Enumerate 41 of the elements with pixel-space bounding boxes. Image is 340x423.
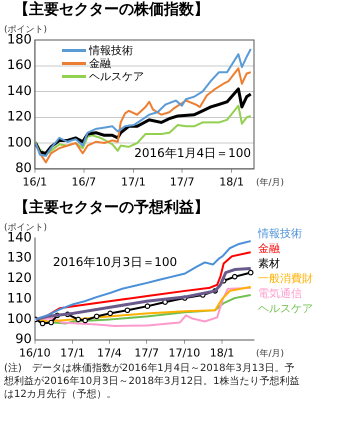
y-tick-label: 100 [6, 312, 32, 327]
y-axis-title: (ポイント) [4, 223, 48, 233]
x-tick-label: 17/7 [170, 175, 194, 188]
y-tick-label: 120 [6, 271, 32, 286]
x-tick-label: 18/1 [210, 346, 234, 360]
x-tick-label: 17/7 [134, 346, 160, 360]
legend-label: ヘルスケア [89, 70, 144, 83]
x-tick-label: 16/7 [71, 175, 96, 188]
y-axis-title: (ポイント) [4, 25, 48, 35]
x-axis-title: (年/月) [256, 176, 284, 188]
series-label: 電気通信 [258, 286, 303, 301]
y-tick-label: 140 [6, 84, 32, 99]
chart-title: 【主要セクターの予想利益】 [14, 198, 209, 217]
series-label: 一般消費財 [258, 271, 313, 286]
series-label: ヘルスケア [258, 301, 313, 316]
annotation: 2016年1月4日＝100 [134, 146, 251, 160]
y-tick-label: 120 [6, 110, 32, 125]
text: (注) データは株価指数が2016年1月4日～2018年3月13日。予想利益が2016年10月3日～2018年3月12日。1株当たり予想利益は12カ月先行（予想）。 [4, 362, 300, 401]
series-label: 金融 [258, 241, 281, 256]
legend-label: 金融 [89, 57, 111, 70]
y-tick-label: 80 [15, 161, 32, 176]
x-tick-label: 17/1 [60, 346, 85, 360]
y-tick-label: 140 [6, 230, 32, 246]
x-tick-label: 16/1 [22, 175, 48, 188]
y-tick-label: 160 [6, 58, 32, 74]
annotation: 2016年10月3日＝100 [52, 255, 178, 269]
chart-title: 【主要セクターの株価指数】 [14, 0, 209, 19]
y-tick-label: 110 [6, 291, 32, 306]
series-label: 情報技術 [258, 226, 303, 241]
x-tick-label: 16/10 [18, 346, 51, 360]
x-tick-label: 17/1 [121, 175, 146, 188]
y-tick-label: 180 [6, 32, 32, 48]
legend-label: 情報技術 [89, 44, 133, 57]
x-tick-label: 18/1 [219, 175, 244, 188]
x-tick-label: 17/10 [168, 346, 200, 360]
y-tick-label: 90 [15, 332, 32, 348]
y-tick-label: 100 [6, 135, 32, 150]
x-tick-label: 17/4 [97, 346, 122, 360]
x-axis-title: (年/月) [256, 348, 284, 359]
y-tick-label: 130 [6, 250, 32, 266]
series-label: 素材 [258, 256, 281, 271]
